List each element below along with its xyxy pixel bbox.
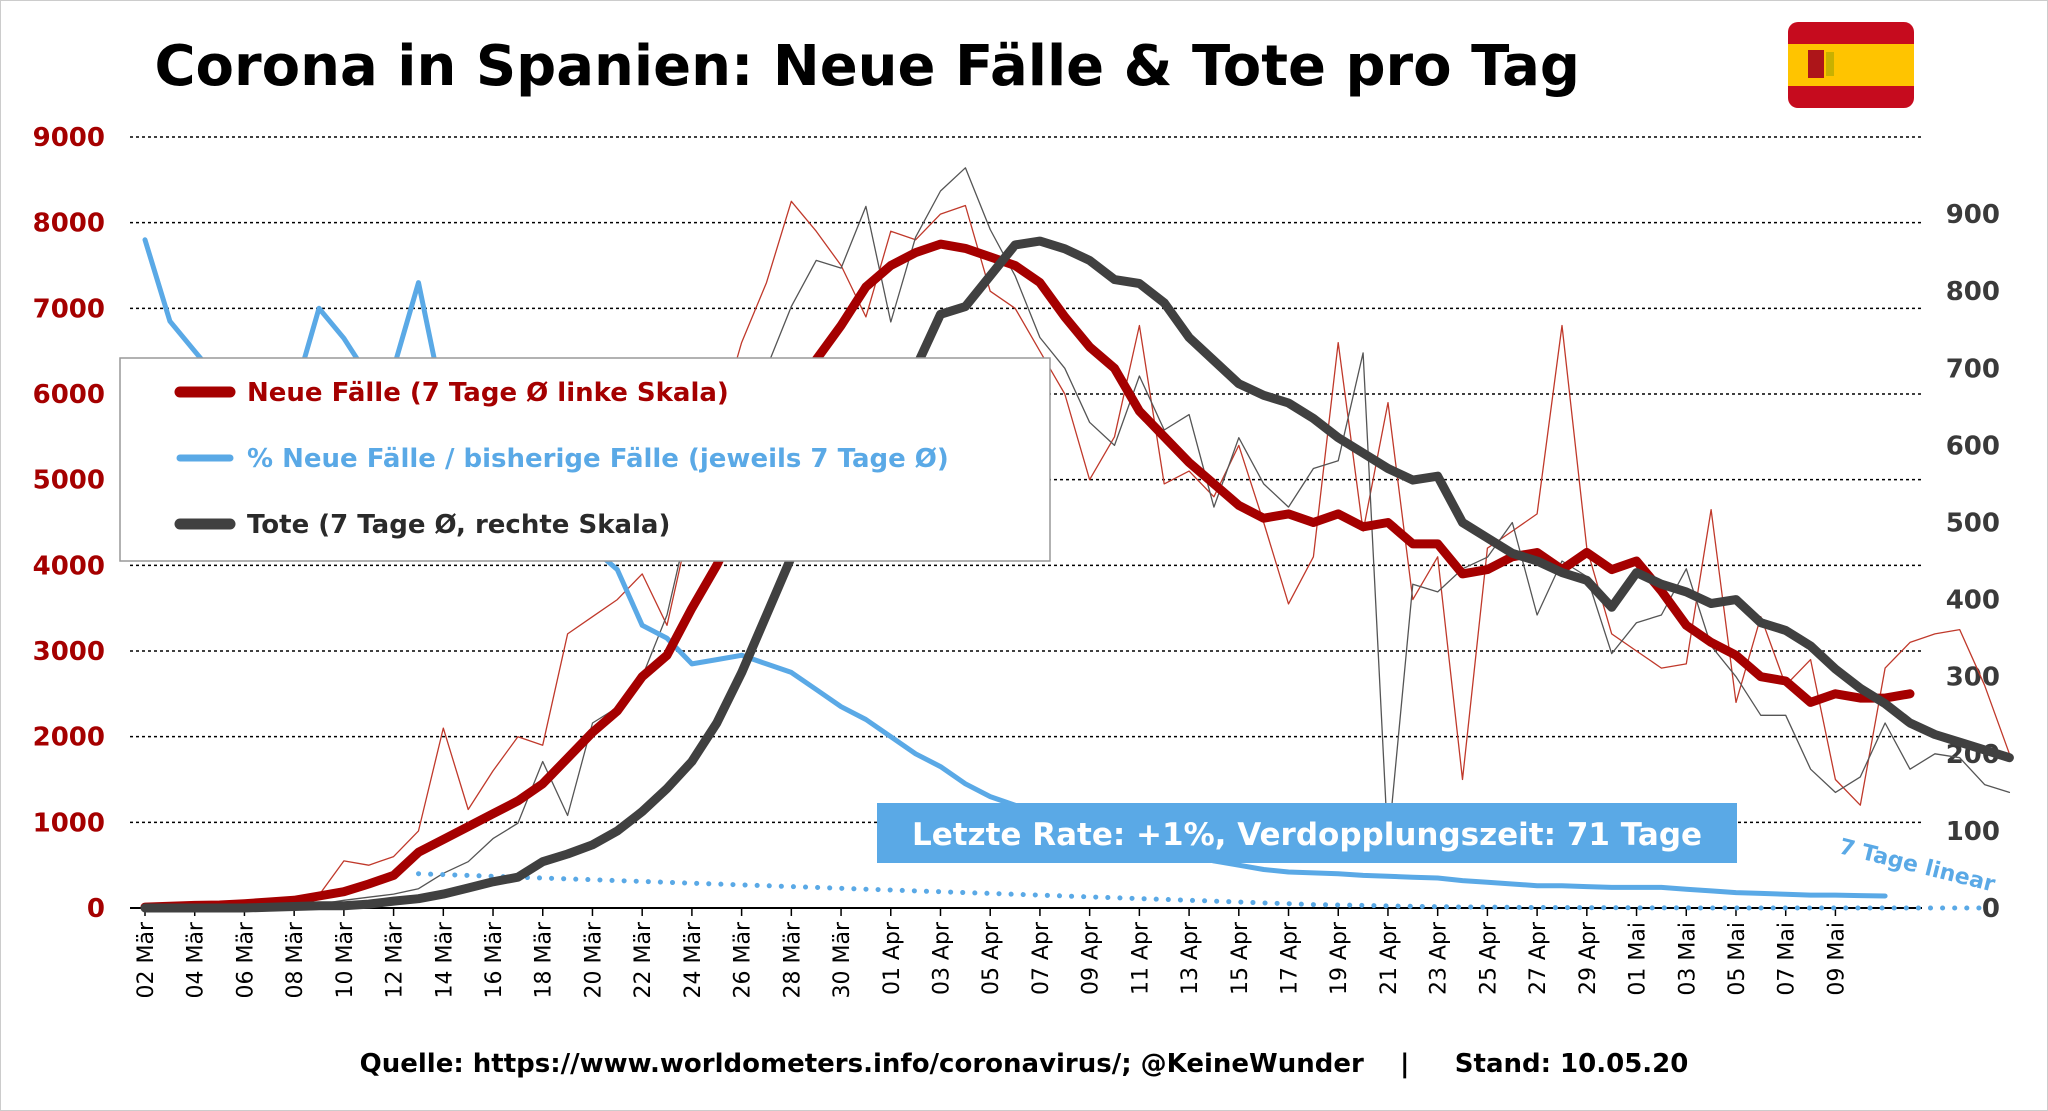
x-tick-label: 18 Mär: [532, 921, 557, 998]
left-tick-label: 1000: [33, 808, 105, 838]
x-tick-label: 02 Mär: [134, 921, 159, 998]
x-tick-label: 30 Mär: [830, 921, 855, 998]
right-tick-label: 300: [1946, 663, 2000, 693]
left-tick-label: 8000: [33, 209, 105, 239]
source-note: Quelle: https://www.worldometers.info/co…: [360, 1049, 1689, 1079]
x-tick-label: 12 Mär: [383, 921, 408, 998]
legend-label: Neue Fälle (7 Tage Ø linke Skala): [247, 378, 729, 408]
x-tick-label: 21 Apr: [1377, 921, 1402, 995]
x-tick-label: 27 Apr: [1526, 921, 1551, 995]
x-tick-label: 19 Apr: [1327, 921, 1352, 995]
right-tick-label: 900: [1946, 200, 2000, 230]
x-tick-label: 07 Mai: [1775, 922, 1800, 996]
x-tick-label: 06 Mär: [233, 921, 258, 998]
x-tick-label: 26 Mär: [731, 921, 756, 998]
x-tick-label: 03 Mai: [1675, 922, 1700, 996]
x-tick-label: 10 Mär: [333, 921, 358, 998]
right-tick-label: 0: [1982, 894, 2000, 924]
right-tick-label: 100: [1946, 817, 2000, 847]
x-tick-label: 08 Mär: [283, 921, 308, 998]
x-tick-label: 04 Mär: [184, 921, 209, 998]
left-tick-label: 3000: [33, 637, 105, 667]
x-tick-label: 17 Apr: [1278, 921, 1303, 995]
series-3: [144, 200, 2011, 908]
x-tick-label: 09 Apr: [1079, 921, 1104, 995]
x-tick-label: 01 Apr: [880, 921, 905, 995]
left-tick-label: 9000: [33, 123, 105, 153]
series-4: [144, 167, 2011, 909]
right-tick-label: 700: [1946, 354, 2000, 384]
series-0: [140, 239, 1915, 912]
right-tick-label: 400: [1946, 586, 2000, 616]
spain-flag-icon: [1788, 22, 1914, 108]
x-tick-label: 11 Apr: [1128, 921, 1153, 995]
left-tick-label: 5000: [33, 466, 105, 496]
x-tick-label: 05 Apr: [979, 921, 1004, 995]
chart-title: Corona in Spanien: Neue Fälle & Tote pro…: [154, 34, 1580, 99]
x-tick-label: 01 Mai: [1626, 922, 1651, 996]
x-tick-label: 25 Apr: [1476, 921, 1501, 995]
series-1: [140, 236, 2014, 913]
x-tick-label: 29 Apr: [1576, 921, 1601, 995]
x-tick-label: 03 Apr: [929, 921, 954, 995]
legend-label: Tote (7 Tage Ø, rechte Skala): [247, 510, 670, 540]
left-tick-label: 2000: [33, 723, 105, 753]
legend-box: [119, 357, 1051, 562]
x-tick-label: 05 Mai: [1725, 922, 1750, 996]
x-tick-label: 15 Apr: [1228, 921, 1253, 995]
rate-text: Letzte Rate: +1%, Verdopplungszeit: 71 T…: [912, 817, 1702, 853]
left-tick-label: 4000: [33, 551, 105, 581]
x-tick-label: 22 Mär: [631, 921, 656, 998]
legend: Neue Fälle (7 Tage Ø linke Skala) % Neue …: [119, 357, 1051, 562]
right-tick-label: 500: [1946, 509, 2000, 539]
left-axis-ticks: 0 1000 2000 3000 4000 5000 6000 7000 8000 9000: [33, 123, 105, 924]
x-tick-label: 20 Mär: [581, 921, 606, 998]
x-tick-label: 14 Mär: [432, 921, 457, 998]
x-tick-label: 07 Apr: [1029, 921, 1054, 995]
x-tick-label: 28 Mär: [780, 921, 805, 998]
right-tick-label: 800: [1946, 277, 2000, 307]
series-5: [416, 871, 1988, 911]
left-tick-label: 6000: [33, 380, 105, 410]
rate-annotation: Letzte Rate: +1%, Verdopplungszeit: 71 T…: [877, 803, 1737, 863]
x-tick-label: 09 Mai: [1824, 922, 1849, 996]
x-tick-label: 13 Apr: [1178, 921, 1203, 995]
x-tick-label: 16 Mär: [482, 921, 507, 998]
x-tick-label: 23 Apr: [1427, 921, 1452, 995]
x-tick-label: 24 Mär: [681, 921, 706, 998]
right-tick-label: 600: [1946, 431, 2000, 461]
rate-box: [877, 803, 1737, 863]
x-axis-ticks: 02 Mär 04 Mär 06 Mär 08 Mär 10 Mär 12 Mär 14 M…: [134, 908, 1849, 999]
left-tick-label: 7000: [33, 294, 105, 324]
left-tick-label: 0: [87, 894, 105, 924]
legend-label: % Neue Fälle / bisherige Fälle (jeweils …: [247, 444, 949, 474]
